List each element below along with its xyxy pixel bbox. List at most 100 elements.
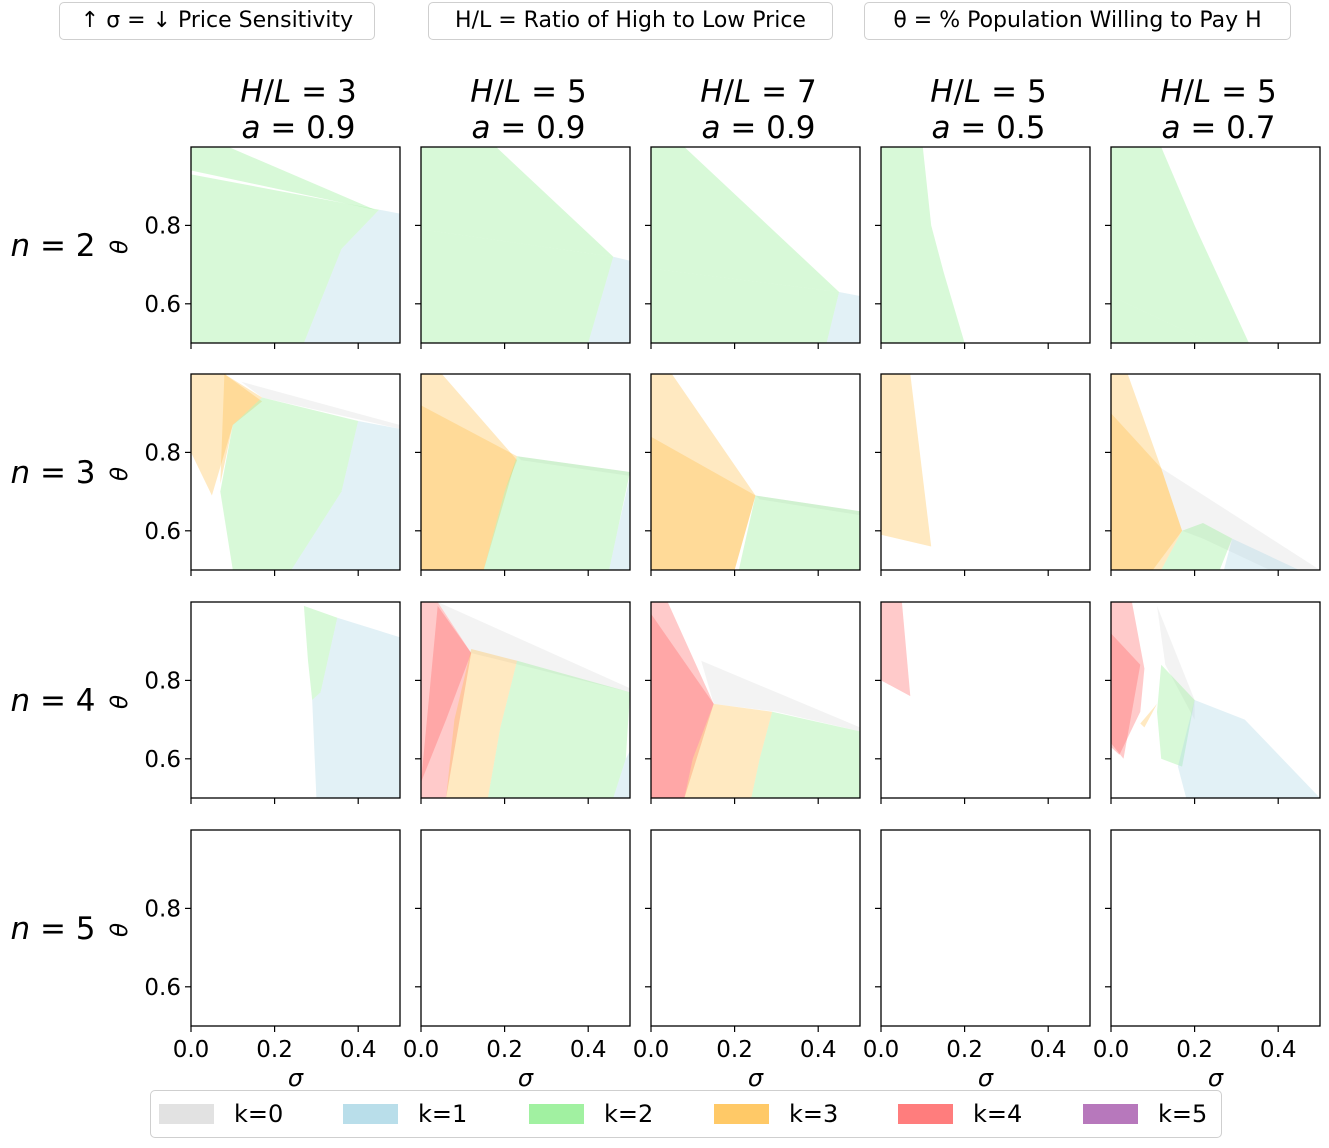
y-tick-label: 0.6 [144,519,181,545]
legend-label-k2: k=2 [604,1100,654,1128]
region-k1 [312,617,400,798]
x-tick-label: 0.2 [946,1037,983,1063]
region-k3 [421,374,518,570]
column-title-line1: H/L = 3 [240,74,356,110]
region-k2 [651,147,840,292]
region-k2 [738,495,860,570]
region-k1 [613,751,630,798]
legend-swatch-k1 [343,1104,398,1124]
x-tick-label: 0.2 [716,1037,753,1063]
legend-box: k=0 k=1 k=2 k=3 k=4 k=5 [150,1090,1222,1138]
region-k0 [701,660,860,732]
x-tick-label: 0.0 [863,1037,900,1063]
legend-label-k5: k=5 [1158,1100,1208,1128]
y-tick-label: 0.8 [144,213,181,239]
x-tick-label: 0.4 [340,1037,377,1063]
annotation-hl-box: H/L = Ratio of High to Low Price [428,2,833,40]
region-k2 [220,397,359,570]
region-k3 [881,374,932,547]
x-axis-label: σ [518,1064,534,1092]
subplot-frame [1110,373,1321,571]
y-axis-label: θ [107,467,133,481]
legend-swatch-k0 [159,1104,214,1124]
region-k1 [1223,538,1300,570]
region-k1 [609,475,630,570]
x-tick-label: 0.4 [570,1037,607,1063]
region-k1 [303,209,400,343]
row-label: n = 2 [10,228,95,264]
region-k2 [191,147,375,210]
subplot-frame [1110,601,1321,799]
annotation-hl-text: H/L = Ratio of High to Low Price [455,8,806,33]
subplot-frame [880,146,1091,344]
region-k3 [1111,374,1183,570]
region-k3 [1140,703,1157,728]
x-axis-label: σ [978,1064,994,1092]
region-k2 [303,605,338,700]
column-title-line2: a = 0.9 [472,110,586,146]
x-axis-label: σ [748,1064,764,1092]
subplot-frame [650,373,861,571]
subplot-frame [420,146,631,344]
region-k1 [588,256,630,343]
x-tick-label: 0.2 [256,1037,293,1063]
y-tick-label: 0.6 [144,292,181,318]
column-title-line1: H/L = 7 [700,74,816,110]
region-k0 [437,602,630,693]
subplot-frame [880,373,1091,571]
y-axis-label: θ [107,240,133,254]
region-k2 [1157,664,1195,767]
subplot-frame [420,829,631,1027]
annotation-theta-text: θ = % Population Willing to Pay H [893,8,1262,33]
column-title-line1: H/L = 5 [1160,74,1276,110]
column-title-line1: H/L = 5 [470,74,586,110]
annotation-sigma-text: ↑ σ = ↓ Price Sensitivity [80,8,354,33]
column-title-line2: a = 0.7 [1162,110,1276,146]
legend-label-k1: k=1 [418,1100,468,1128]
subplot-frame [190,146,401,344]
legend-label-k0: k=0 [234,1100,284,1128]
region-k1 [291,421,400,570]
annotation-theta-box: θ = % Population Willing to Pay H [864,2,1291,40]
region-k2 [1111,147,1249,343]
region-k3 [651,436,756,570]
region-k4 [651,613,714,798]
region-k4 [421,602,472,783]
region-k4 [1111,633,1141,759]
legend-swatch-k5 [1083,1104,1138,1124]
y-tick-label: 0.8 [144,896,181,922]
region-k2 [191,174,380,343]
region-k2 [1161,523,1233,570]
region-k2 [651,268,840,343]
region-k2 [1111,296,1212,343]
region-k2 [483,456,630,570]
region-k3 [421,405,518,570]
x-tick-label: 0.2 [1176,1037,1213,1063]
y-tick-label: 0.6 [144,747,181,773]
region-k4 [1111,602,1145,755]
subplot-frame [1110,146,1321,344]
x-tick-label: 0.0 [1093,1037,1130,1063]
region-k0 [755,495,860,516]
annotation-sigma-box: ↑ σ = ↓ Price Sensitivity [59,2,375,40]
subplot-frame [650,146,861,344]
x-tick-label: 0.0 [173,1037,210,1063]
region-k4 [881,602,911,697]
x-tick-label: 0.0 [403,1037,440,1063]
legend-label-k3: k=3 [789,1100,839,1128]
subplot-frame [880,601,1091,799]
x-tick-label: 0.4 [800,1037,837,1063]
legend-swatch-k3 [714,1104,769,1124]
x-tick-label: 0.4 [1260,1037,1297,1063]
region-k1 [1177,700,1320,798]
column-title-line2: a = 0.9 [702,110,816,146]
row-label: n = 5 [10,911,95,947]
legend-swatch-k2 [529,1104,584,1124]
legend-label-k4: k=4 [973,1100,1023,1128]
region-k2 [421,147,614,257]
region-k3 [651,374,756,570]
region-k3 [191,374,263,496]
region-k0 [517,456,630,476]
x-axis-label: σ [1208,1064,1224,1092]
